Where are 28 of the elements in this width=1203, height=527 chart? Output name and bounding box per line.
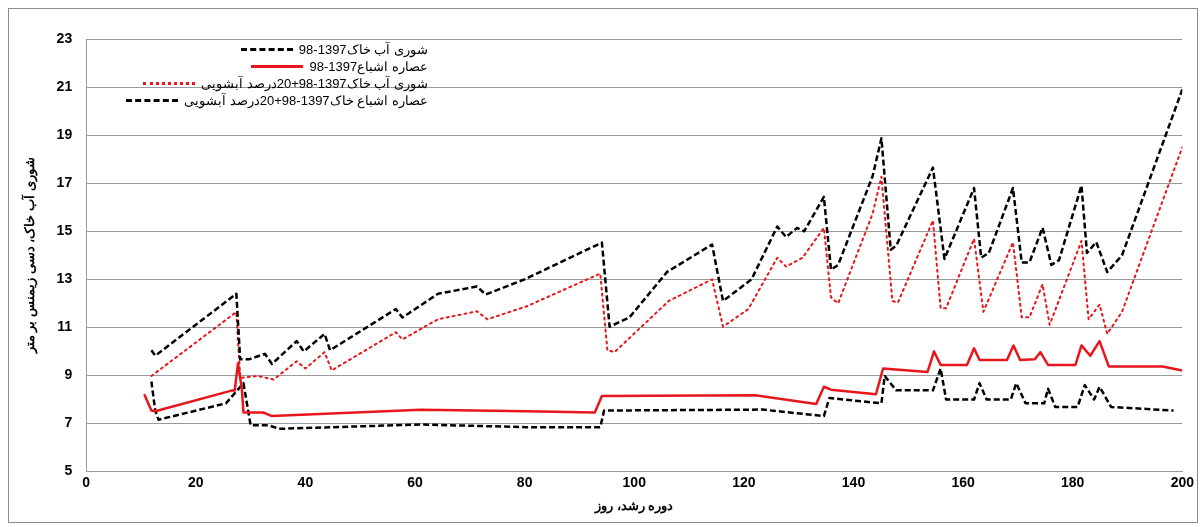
- legend-label: عصاره اشباع1397-98: [309, 58, 428, 75]
- y-tick-label: 7: [64, 414, 73, 431]
- y-tick-label: 9: [64, 366, 73, 383]
- x-tick-label: 100: [622, 473, 647, 490]
- y-tick-label: 5: [64, 462, 73, 479]
- line-series: [150, 367, 1175, 431]
- y-tick-label: 13: [56, 270, 73, 287]
- y-tick-label: 19: [56, 125, 73, 142]
- x-tick-label: 20: [188, 473, 204, 490]
- x-tick-label: 60: [407, 473, 424, 490]
- legend-label: شوری آب خاک1397-98: [298, 41, 428, 58]
- y-tick-label: 21: [56, 77, 73, 94]
- x-tick-label: 0: [82, 473, 91, 490]
- x-tick-label: 120: [732, 473, 756, 490]
- legend-label: عصاره اشباع خاک1397-98+20درصد آبشویی: [184, 92, 428, 109]
- y-tick-label: 11: [57, 318, 73, 335]
- y-tick-label: 23: [56, 29, 73, 46]
- x-tick-label: 200: [1170, 473, 1195, 490]
- y-tick-label: 17: [56, 174, 73, 191]
- x-tick-label: 160: [951, 473, 975, 490]
- x-tick-label: 40: [297, 473, 314, 490]
- x-axis-title: دوره رشد، روز: [594, 497, 674, 514]
- x-tick-label: 80: [516, 473, 533, 490]
- x-tick-label: 180: [1061, 473, 1085, 490]
- legend-label: شوری آب خاک1397-98+20درصد آبشویی: [201, 75, 428, 92]
- x-tick-label: 140: [841, 473, 866, 490]
- y-tick-label: 15: [56, 222, 73, 239]
- y-axis-title: شوری آب خاک، دسی زیمنس بر متر: [21, 157, 39, 355]
